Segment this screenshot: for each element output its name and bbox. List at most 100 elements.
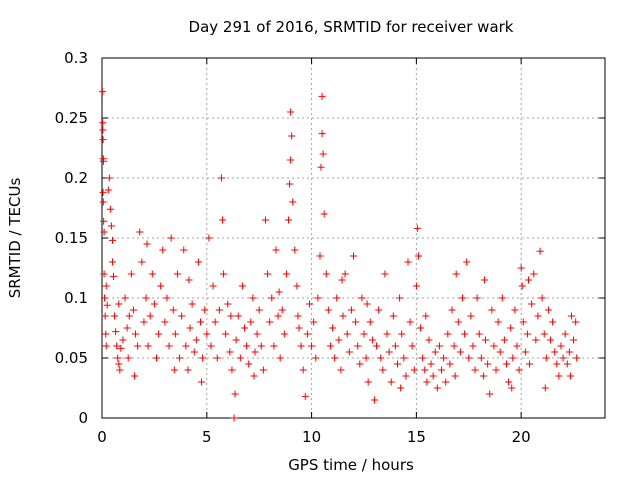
data-point — [389, 312, 397, 320]
data-point — [270, 342, 278, 350]
data-point — [312, 354, 320, 362]
data-point — [293, 282, 301, 290]
data-point — [538, 294, 546, 302]
data-point — [224, 300, 232, 308]
data-point — [184, 366, 192, 374]
data-point — [368, 336, 376, 344]
data-point — [370, 396, 378, 404]
data-point — [178, 312, 186, 320]
data-point — [232, 336, 240, 344]
data-point — [387, 378, 395, 386]
data-point — [169, 306, 177, 314]
data-point — [461, 330, 469, 338]
data-point — [398, 330, 406, 338]
y-tick-label: 0.25 — [55, 109, 88, 127]
x-axis-label: GPS time / hours — [288, 456, 414, 474]
data-point — [375, 306, 383, 314]
data-point — [234, 312, 242, 320]
data-point — [408, 342, 416, 350]
data-point — [213, 354, 221, 362]
data-point — [442, 378, 450, 386]
data-point — [507, 324, 515, 332]
y-tick-label: 0 — [78, 409, 88, 427]
data-point — [249, 294, 257, 302]
data-point — [412, 282, 420, 290]
data-point — [549, 318, 557, 326]
data-point — [473, 294, 481, 302]
data-point — [117, 344, 125, 352]
data-point — [572, 318, 580, 326]
data-point — [108, 236, 116, 244]
data-point — [230, 414, 238, 422]
data-point — [450, 342, 458, 350]
data-point — [352, 318, 360, 326]
data-point — [116, 366, 124, 374]
data-point — [102, 282, 110, 290]
data-point — [186, 324, 194, 332]
data-point — [444, 330, 452, 338]
data-point — [319, 150, 327, 158]
data-point — [142, 294, 150, 302]
data-point — [320, 210, 328, 218]
data-point — [163, 294, 171, 302]
x-tick-label: 15 — [407, 428, 426, 446]
data-point — [146, 312, 154, 320]
data-point — [110, 272, 118, 280]
data-point — [381, 270, 389, 278]
data-point — [129, 306, 137, 314]
data-point — [291, 246, 299, 254]
data-point — [410, 366, 418, 374]
data-point — [152, 354, 160, 362]
data-point — [406, 318, 414, 326]
data-point — [222, 330, 230, 338]
data-point — [475, 330, 483, 338]
data-point — [316, 252, 324, 260]
data-point — [492, 366, 500, 374]
data-point — [278, 306, 286, 314]
data-point — [419, 354, 427, 362]
data-point — [226, 348, 234, 356]
data-point — [435, 342, 443, 350]
data-point — [553, 360, 561, 368]
data-point — [337, 366, 345, 374]
data-point — [171, 330, 179, 338]
data-point — [280, 330, 288, 338]
data-point — [350, 252, 357, 260]
y-tick-label: 0.05 — [55, 349, 88, 367]
data-point — [115, 360, 123, 368]
data-point — [115, 300, 123, 308]
data-point — [100, 217, 108, 225]
data-point — [425, 336, 433, 344]
data-point — [130, 372, 138, 380]
data-point — [391, 342, 399, 350]
data-point — [99, 157, 107, 165]
data-point — [261, 216, 269, 224]
data-point — [333, 294, 341, 302]
data-point — [140, 318, 148, 326]
data-point — [247, 318, 255, 326]
data-point — [397, 384, 405, 392]
x-tick-label: 5 — [202, 428, 212, 446]
data-point — [515, 366, 523, 374]
data-point — [107, 222, 115, 230]
data-point — [500, 336, 508, 344]
data-point — [360, 330, 368, 338]
data-point — [148, 270, 156, 278]
y-axis-label: SRMTID / TECUs — [6, 178, 24, 299]
data-point — [100, 228, 108, 236]
data-point — [199, 354, 207, 362]
data-point — [274, 312, 282, 320]
y-tick-label: 0.1 — [64, 289, 88, 307]
data-point — [99, 119, 107, 127]
data-point — [289, 198, 297, 206]
data-point — [541, 384, 549, 392]
data-point — [99, 126, 107, 134]
data-point — [198, 378, 206, 386]
data-point — [536, 247, 544, 255]
data-point — [99, 198, 107, 206]
data-point — [331, 354, 339, 362]
data-point — [458, 294, 466, 302]
data-point — [211, 318, 219, 326]
data-point — [286, 180, 294, 188]
y-tick-label: 0.15 — [55, 229, 88, 247]
